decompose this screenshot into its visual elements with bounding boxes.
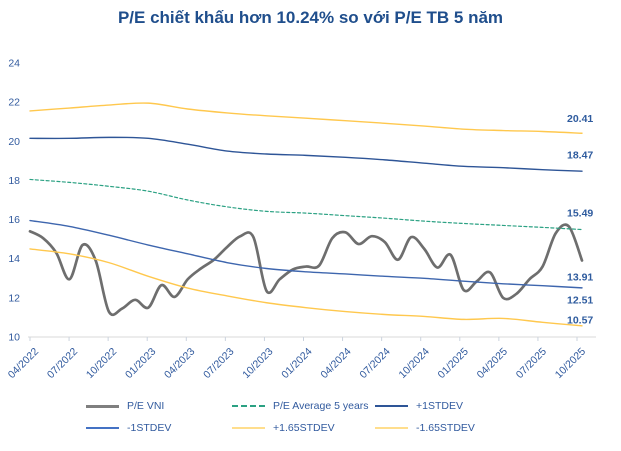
x-tick-label: 04/2024 [318,346,353,381]
legend-item-vni: P/E VNI [86,399,164,413]
legend-item-minus165: -1.65STDEV [375,421,475,435]
legend-label-plus165: +1.65STDEV [273,422,335,434]
series-end-label-vni: 13.91 [567,271,593,283]
legend-item-plus165: +1.65STDEV [232,421,335,435]
series-end-label-avg5: 15.49 [567,208,593,220]
y-tick-label: 10 [8,332,20,344]
chart-legend: P/E VNI P/E Average 5 years +1STDEV -1STDEV… [0,396,621,451]
chart-title: P/E chiết khấu hơn 10.24% so với P/E TB … [117,8,504,27]
series-line-minus1 [29,219,583,289]
legend-label-avg5: P/E Average 5 years [273,400,369,412]
y-tick-label: 12 [8,292,20,304]
x-tick-label: 01/2023 [123,346,158,381]
legend-swatch-plus1-icon [375,405,408,407]
x-tick-label: 07/2025 [514,346,549,381]
legend-swatch-minus165-icon [375,427,408,429]
legend-swatch-minus1-icon [86,427,119,429]
series-line-plus165 [29,102,583,134]
legend-swatch-vni-icon [86,404,119,408]
x-tick-label: 07/2022 [45,346,80,381]
series-end-label-plus1: 18.47 [567,150,593,162]
legend-item-minus1: -1STDEV [86,421,171,435]
legend-label-minus1: -1STDEV [127,422,172,434]
legend-item-plus1: +1STDEV [375,399,463,413]
x-tick-label: 04/2023 [162,346,197,381]
x-tick-label: 10/2023 [240,346,275,381]
y-tick-label: 20 [8,136,20,148]
y-tick-label: 24 [8,58,20,70]
x-tick-label: 01/2025 [436,346,471,381]
x-tick-label: 10/2022 [84,346,119,381]
x-tick-label: 01/2024 [279,346,314,381]
legend-label-vni: P/E VNI [127,400,165,412]
y-tick-label: 18 [8,175,20,187]
y-tick-label: 22 [8,97,20,109]
legend-swatch-plus165-icon [232,427,265,429]
legend-swatch-avg5-icon [232,405,265,407]
series-line-avg5 [29,178,583,231]
series-line-vni [28,223,584,317]
y-tick-label: 14 [8,253,20,265]
x-tick-label: 04/2025 [475,346,510,381]
x-tick-label: 07/2024 [357,346,392,381]
legend-label-minus165: -1.65STDEV [416,422,475,434]
x-tick-label: 04/2022 [6,346,41,381]
x-tick-label: 10/2025 [553,346,588,381]
series-end-label-minus165: 10.57 [567,314,593,326]
x-tick-label: 07/2023 [201,346,236,381]
legend-label-plus1: +1STDEV [416,400,463,412]
series-end-label-plus165: 20.41 [567,113,593,125]
legend-item-avg5: P/E Average 5 years [232,399,369,413]
y-tick-label: 16 [8,214,20,226]
series-end-label-minus1: 12.51 [567,294,593,306]
x-tick-label: 10/2024 [397,346,432,381]
series-line-plus1 [29,136,583,172]
series-line-minus165 [29,248,583,327]
